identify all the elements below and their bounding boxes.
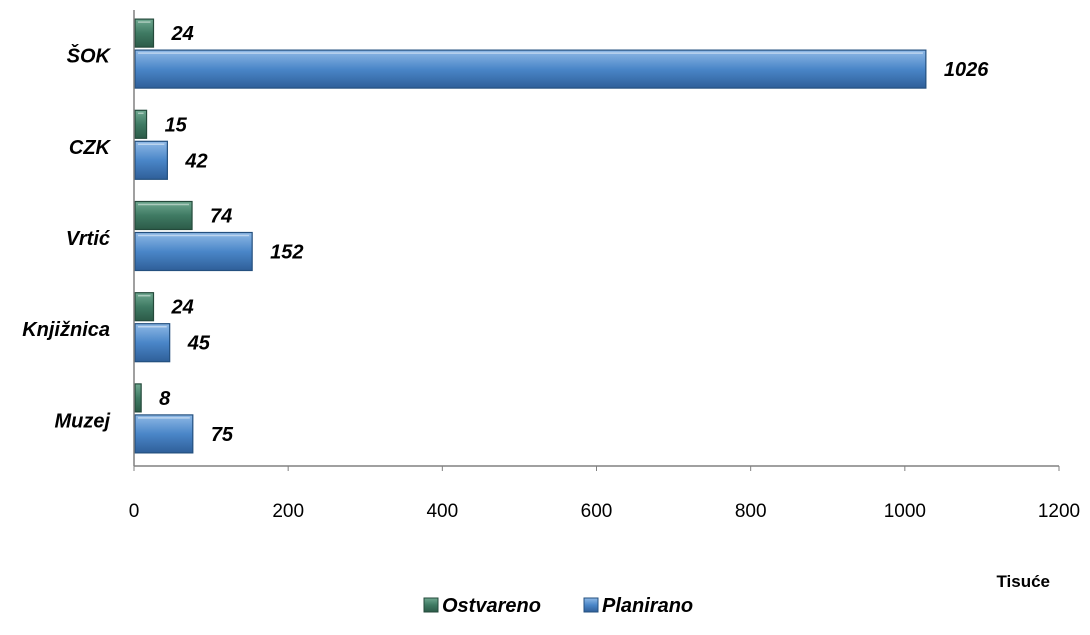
legend-label-planirano: Planirano (602, 595, 693, 617)
bar-planirano-czk (134, 140, 168, 180)
bar-ostvareno-muzej (134, 383, 142, 413)
bar-ostvareno-sok (134, 18, 155, 48)
unit-label: Tisuće (996, 572, 1050, 591)
data-label-ostvareno-sok: 24 (171, 23, 194, 45)
data-label-ostvareno-czk: 15 (165, 114, 188, 136)
data-label-planirano-vrtic: 152 (270, 242, 303, 264)
data-label-planirano-muzej: 75 (211, 424, 234, 446)
category-label-muzej: Muzej (54, 410, 110, 432)
x-tick-label-200: 200 (272, 501, 304, 522)
data-label-planirano-czk: 42 (184, 150, 207, 172)
bar-ostvareno-knjiznica (134, 292, 155, 322)
data-label-ostvareno-muzej: 8 (159, 388, 171, 410)
bar-planirano-sok (134, 49, 927, 89)
legend-label-ostvareno: Ostvareno (442, 595, 541, 617)
bar-planirano-muzej (134, 414, 194, 454)
bar-ostvareno-czk (134, 109, 148, 139)
legend: Ostvareno Planirano (423, 595, 693, 617)
bar-ostvareno-vrtic (134, 200, 193, 231)
category-label-vrtic: Vrtić (66, 228, 111, 250)
category-label-knjiznica: Knjižnica (22, 319, 110, 341)
category-label-sok: ŠOK (67, 44, 112, 68)
data-label-ostvareno-knjiznica: 24 (171, 297, 194, 319)
bar-planirano-knjiznica (134, 323, 171, 363)
data-label-ostvareno-vrtic: 74 (210, 206, 232, 228)
legend-swatch-planirano (583, 597, 599, 613)
x-tick-label-0: 0 (129, 501, 140, 522)
category-label-czk: CZK (69, 137, 112, 159)
data-label-planirano-sok: 1026 (944, 59, 989, 81)
x-tick-label-1200: 1200 (1038, 501, 1080, 522)
x-tick-label-800: 800 (735, 501, 767, 522)
bar-planirano-vrtic (134, 231, 253, 272)
x-tick-label-600: 600 (581, 501, 613, 522)
legend-swatch-ostvareno (423, 597, 439, 613)
data-label-planirano-knjiznica: 45 (187, 333, 211, 355)
x-tick-label-1000: 1000 (884, 501, 926, 522)
x-tick-label-400: 400 (426, 501, 458, 522)
